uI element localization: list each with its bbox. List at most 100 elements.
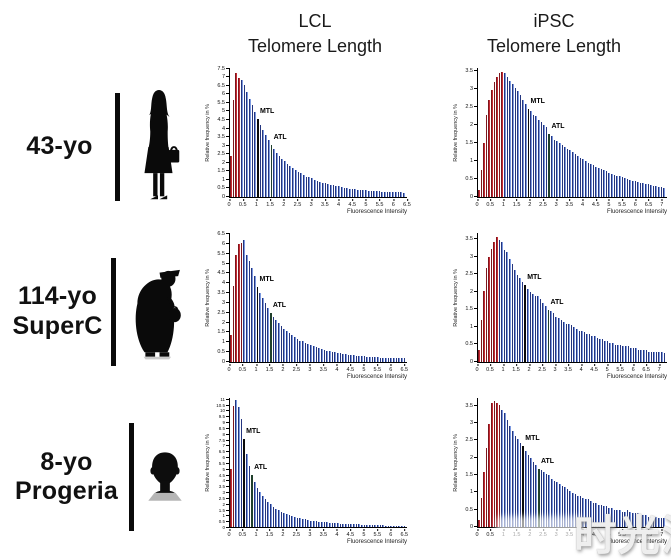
row-label-line2: SuperC — [12, 311, 103, 340]
histogram-bar — [542, 302, 545, 362]
chart-cell-8yo-lcl: Relative frequency in % 11 10.5 10 9.5 9 8.5 8 7… — [193, 394, 437, 560]
histogram-bar — [601, 339, 604, 362]
histogram-bar — [530, 111, 532, 197]
x-tick-label: 5 — [607, 529, 610, 538]
histogram-bar — [501, 71, 504, 197]
x-tick-label: 5 — [607, 199, 610, 208]
histogram-bar — [248, 465, 251, 527]
histogram-bar — [376, 357, 379, 362]
histogram-bar — [288, 515, 291, 527]
histogram-bar — [608, 172, 611, 197]
y-axis: 6.5 6 5.5 5 4.5 4 3.5 3 2.5 2 1.5 1 0.5 0 — [212, 231, 229, 365]
histogram-bar — [398, 525, 400, 527]
histogram-bar — [511, 84, 514, 197]
histogram-bar — [310, 345, 312, 362]
histogram-bar — [235, 399, 238, 527]
lcl-subtitle: Telomere Length — [247, 36, 383, 56]
histogram-bar — [586, 334, 588, 362]
histogram-bar — [288, 332, 291, 362]
histogram-bar — [551, 478, 553, 527]
plot-area: MTL ATL — [477, 398, 667, 528]
histogram-bar — [342, 353, 344, 362]
y-tick-label: 0.5 — [465, 342, 477, 348]
histogram-bar — [297, 171, 300, 197]
histogram-bar — [246, 254, 248, 362]
histogram-bar — [392, 358, 395, 362]
y-tick-label: 3.5 — [219, 484, 229, 489]
histogram-bar — [328, 522, 331, 527]
y-tick-label: 3 — [222, 300, 229, 306]
histogram-bar — [248, 261, 251, 362]
histogram-bar — [569, 150, 571, 197]
x-tick-label: 3 — [308, 529, 311, 538]
histogram-bar — [571, 492, 574, 527]
histogram-bar — [238, 243, 240, 362]
histogram-bar — [275, 319, 278, 362]
y-tick-label: 2 — [470, 289, 477, 295]
histogram-bar — [566, 489, 569, 527]
histogram-bar — [238, 406, 240, 527]
histogram-bar — [624, 346, 627, 362]
histogram-bar — [599, 339, 601, 362]
histogram-bar — [483, 290, 485, 362]
histogram-bar — [323, 350, 326, 362]
histogram-bar — [483, 471, 485, 527]
woman-silhouette-icon — [144, 89, 180, 199]
x-tick-label: 3.5 — [320, 364, 327, 373]
y-tick-label: 7 — [222, 75, 229, 81]
histogram-bar — [323, 522, 326, 527]
x-tick-label: 1 — [255, 199, 258, 208]
histogram-bar — [538, 119, 540, 197]
histogram-bar — [286, 163, 289, 197]
x-tick-label: 2 — [281, 529, 284, 538]
histogram-bar — [232, 100, 235, 197]
y-tick-label: 0 — [470, 359, 477, 365]
x-tick-label: 5.5 — [616, 364, 624, 373]
chart-43yo-ipsc: Relative frequency in % 3.5 3 2.5 2 1.5 1 0.5 0 M… — [451, 68, 667, 218]
histogram-bar — [629, 179, 631, 197]
histogram-bar — [392, 192, 394, 197]
y-tick-label: 11 — [220, 397, 229, 402]
histogram-bar — [592, 502, 595, 527]
plot-area: MTL ATL — [477, 68, 667, 198]
histogram-bar — [299, 340, 302, 362]
y-tick-label: 6 — [222, 455, 229, 460]
x-tick-label: 7 — [658, 364, 661, 373]
histogram-bar — [485, 447, 488, 527]
y-tick-label: 9.5 — [219, 414, 229, 419]
y-tick-label: 1 — [470, 490, 477, 496]
y-tick-label: 1 — [222, 340, 229, 346]
histogram-bar — [496, 236, 498, 362]
histogram-bar — [509, 425, 511, 527]
histogram-bar — [514, 87, 517, 197]
histogram-bar — [564, 487, 566, 527]
histogram-bar — [504, 413, 506, 527]
histogram-bar — [254, 112, 257, 197]
row-label-line1: 8-yo — [40, 447, 93, 476]
y-tick-label: 1.5 — [465, 307, 477, 313]
histogram-bar — [330, 184, 332, 197]
histogram-bar — [570, 325, 573, 362]
y-tick-label: 2 — [222, 502, 229, 507]
histogram-bar — [324, 183, 327, 197]
histogram-bar — [316, 180, 319, 197]
histogram-bar — [357, 189, 359, 197]
histogram-bar — [565, 323, 568, 362]
histogram-bar — [538, 468, 540, 527]
row-label-text: 43-yo — [8, 132, 111, 162]
histogram-bar — [352, 524, 355, 527]
x-tick-label: 5.5 — [618, 529, 626, 538]
histogram-bar — [318, 348, 320, 362]
x-tick-label: 0 — [227, 199, 231, 208]
row-label-line2: Progeria — [14, 477, 119, 505]
histogram-bar — [354, 189, 357, 197]
histogram-bar — [637, 349, 640, 362]
histogram-bar — [630, 348, 632, 362]
histogram-bar — [621, 511, 624, 527]
histogram-bar — [645, 514, 647, 527]
x-tick-label: 2 — [282, 199, 285, 208]
histogram-bar — [645, 349, 648, 362]
x-tick-label: 1.5 — [512, 364, 520, 373]
histogram-bar — [511, 430, 514, 527]
